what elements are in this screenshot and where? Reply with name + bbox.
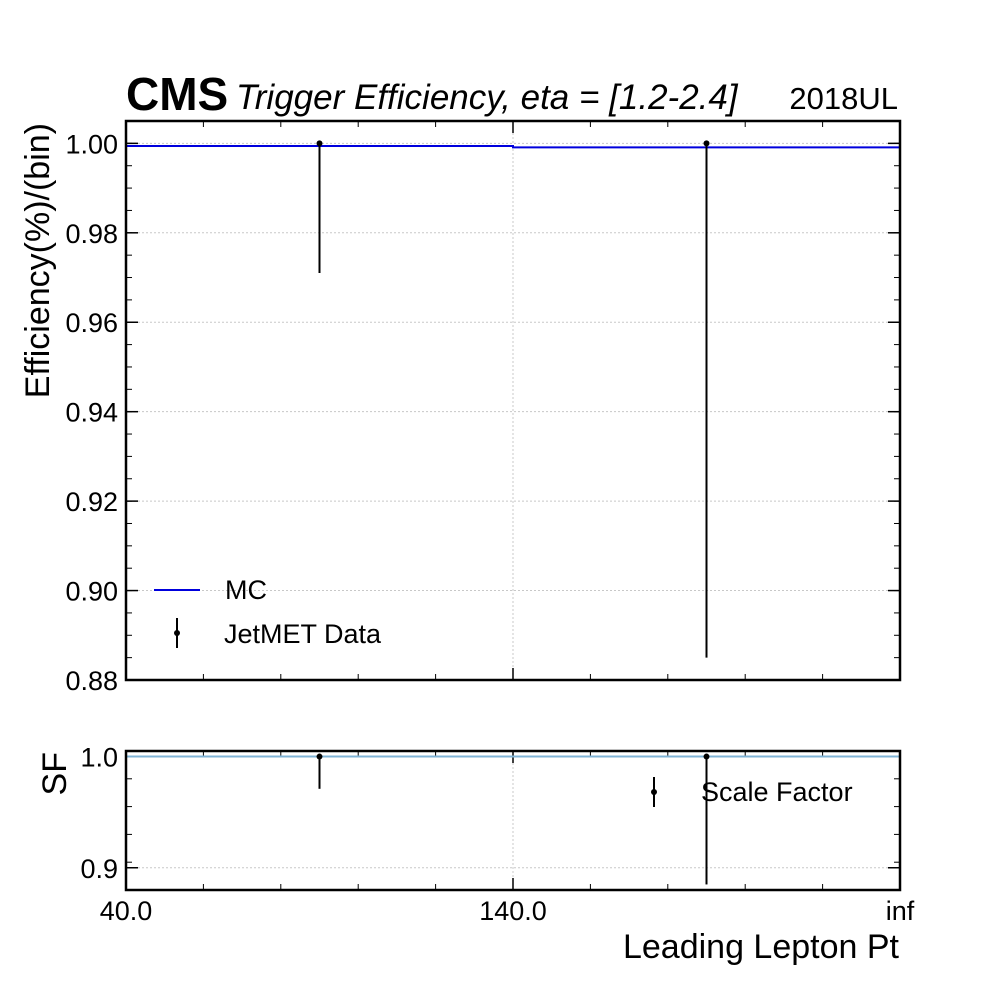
y-tick-label: 1.0 xyxy=(80,743,118,773)
y-tick-label: 0.96 xyxy=(65,308,118,338)
data-point xyxy=(703,140,710,147)
y-tick-label: 1.00 xyxy=(65,129,118,159)
y-tick-label: 0.92 xyxy=(65,487,118,517)
x-tick-label: 40.0 xyxy=(100,896,153,926)
year-label: 2018UL xyxy=(789,81,898,116)
legend-sf-marker xyxy=(651,789,657,795)
mc-step-line xyxy=(126,145,900,149)
legend-sf-label: Scale Factor xyxy=(701,777,853,807)
y-tick-label: 0.9 xyxy=(80,854,118,884)
main-panel: 0.88 0.90 0.92 0.94 0.96 0.98 1.00 MC JetMET Dat… xyxy=(65,119,902,696)
y-tick-label: 0.94 xyxy=(65,398,118,428)
data-point xyxy=(316,140,323,147)
x-axis-label: Leading Lepton Pt xyxy=(623,928,900,966)
experiment-label: CMS xyxy=(126,68,228,120)
plot-frame xyxy=(124,119,902,682)
legend-data-marker xyxy=(174,630,180,636)
ratio-panel: 0.9 1.0 Scale Factor 40.0 140.0 inf xyxy=(80,743,914,926)
legend-data-label: JetMET Data xyxy=(224,619,382,649)
y-tick-label: 0.88 xyxy=(65,666,118,696)
data-point xyxy=(316,753,323,760)
data-point xyxy=(703,753,710,760)
y-axis-label: Efficiency(%)/(bin) xyxy=(19,123,57,398)
sf-axis-label: SF xyxy=(36,752,74,795)
chart-title: Trigger Efficiency, eta = [1.2-2.4] xyxy=(236,78,739,117)
y-tick-label: 0.98 xyxy=(65,219,118,249)
x-tick-label: 140.0 xyxy=(479,896,547,926)
legend-mc-label: MC xyxy=(225,575,267,605)
y-tick-label: 0.90 xyxy=(65,577,118,607)
plot-frame xyxy=(124,749,902,892)
x-tick-label: inf xyxy=(886,896,915,926)
